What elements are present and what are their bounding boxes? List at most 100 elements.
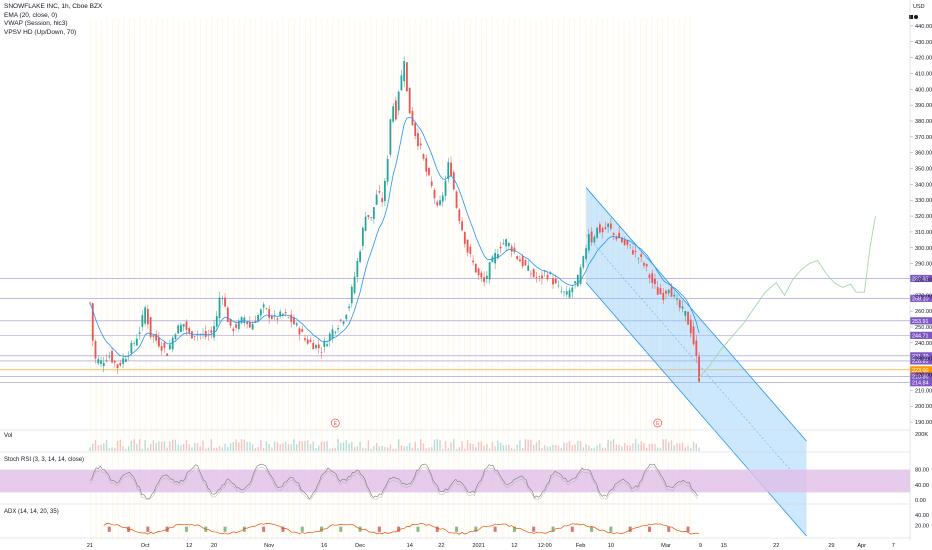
- indicator-ema[interactable]: EMA (20, close, 0): [4, 11, 58, 19]
- volume-bar: [375, 443, 378, 451]
- volume-bar: [444, 440, 447, 451]
- ema-line: [89, 116, 700, 358]
- session-stripe: [200, 18, 202, 540]
- y-tick-label: 230.00: [915, 357, 932, 363]
- session-stripe: [172, 18, 174, 540]
- candle-body: [508, 242, 510, 247]
- adx-label[interactable]: ADX (14, 14, 20, 35): [4, 509, 59, 515]
- indicator-vwap[interactable]: VWAP (Session, hlc3): [4, 20, 68, 27]
- volume-bar: [141, 448, 144, 451]
- candle-body: [419, 143, 422, 146]
- volume-bar: [417, 448, 419, 451]
- projection-path[interactable]: [698, 215, 876, 379]
- candle-body: [565, 291, 568, 295]
- price-axis[interactable]: 440.00 430.00 420.00 410.00 400.00 390.00 380.…: [909, 0, 932, 540]
- volume-bar: [453, 439, 455, 451]
- candle-body: [124, 358, 127, 362]
- candle-body: [235, 324, 237, 328]
- volume-bar: [111, 447, 113, 451]
- session-stripe: [590, 18, 592, 540]
- volume-bar: [260, 440, 262, 451]
- candle-body: [282, 313, 284, 316]
- candle-body: [144, 307, 147, 324]
- volume-bar: [673, 445, 675, 451]
- adx-histogram-bar: [474, 526, 478, 532]
- volume-bar: [235, 439, 237, 451]
- adx-histogram-bar: [435, 526, 439, 532]
- volume-bar: [114, 447, 116, 451]
- volume-bar: [207, 447, 210, 451]
- x-tick-label: 22: [773, 543, 779, 549]
- session-stripe: [541, 18, 543, 540]
- volume-bar: [455, 448, 458, 451]
- session-stripe: [183, 18, 185, 540]
- candle-body: [634, 251, 637, 252]
- volume-bar: [439, 439, 441, 451]
- candle-body: [370, 217, 373, 218]
- volume-bar: [108, 448, 110, 451]
- candle-body: [306, 339, 309, 344]
- y-tick-label: 260.00: [915, 309, 932, 315]
- volume-bar: [646, 447, 648, 451]
- candle-body: [108, 356, 111, 358]
- adx-histogram-bar: [223, 526, 227, 532]
- volume-bar: [679, 443, 681, 451]
- volume-bar: [513, 448, 516, 451]
- volume-bar: [692, 441, 695, 451]
- candle-body: [428, 167, 430, 176]
- stoch-rsi-label[interactable]: Stoch RSI (3, 3, 14, 14, close): [4, 457, 85, 463]
- volume-bar: [254, 448, 257, 451]
- volume-bar: [599, 443, 601, 451]
- x-tick-label: 7: [892, 543, 895, 549]
- session-stripe: [640, 18, 642, 540]
- y-tick-label: 290.00: [915, 262, 932, 268]
- volume-bar: [364, 448, 367, 451]
- time-axis[interactable]: 21 Oct 12 20 Nov 16 Dec 14 22 2021 12 12:00 Feb 10 Mar…: [87, 543, 895, 549]
- volume-bar: [381, 445, 383, 451]
- y-tick-label: 340.00: [915, 182, 932, 188]
- candle-body: [563, 291, 565, 293]
- candle-body: [224, 297, 226, 307]
- volume-bar: [464, 448, 466, 451]
- volume-bar: [125, 448, 127, 451]
- candle-body: [204, 331, 207, 337]
- volume-bar: [205, 448, 207, 451]
- volume-bar: [648, 443, 651, 451]
- level-tag-label: 228.61: [912, 359, 929, 365]
- session-stripe: [315, 18, 317, 540]
- level-tag: [910, 331, 932, 339]
- session-stripe: [112, 18, 114, 540]
- volume-bar: [191, 447, 193, 451]
- level-tag: [910, 352, 932, 360]
- volume-bar: [431, 447, 433, 451]
- volume-bar: [345, 439, 348, 451]
- indicator-vpsv[interactable]: VPSV HD (Up/Down, 70): [4, 28, 77, 36]
- descending-channel[interactable]: [585, 187, 807, 537]
- candle-body: [113, 360, 116, 363]
- candle-body: [210, 330, 213, 333]
- candle-body: [408, 87, 411, 114]
- candle-body: [417, 133, 419, 147]
- volume-bar: [665, 439, 667, 451]
- candle-body: [695, 340, 698, 356]
- volume-bar: [524, 439, 527, 451]
- y-tick-label: 280.00: [915, 277, 932, 283]
- level-tag: [910, 366, 932, 374]
- session-stripe: [381, 18, 383, 540]
- x-tick-label: 12: [511, 543, 517, 549]
- volume-bar: [560, 447, 562, 451]
- volume-bar: [516, 444, 518, 451]
- session-stripe: [475, 18, 477, 540]
- y-tick-label: 400.00: [915, 87, 932, 93]
- adx-histogram-bar: [686, 526, 690, 532]
- candle-body: [152, 335, 155, 337]
- volume-bar: [290, 444, 292, 451]
- session-stripe: [293, 18, 295, 540]
- candle-body: [361, 227, 364, 246]
- x-tick-label: 20: [211, 543, 217, 549]
- volume-bar: [97, 445, 99, 451]
- volume-label: Vol: [4, 433, 13, 439]
